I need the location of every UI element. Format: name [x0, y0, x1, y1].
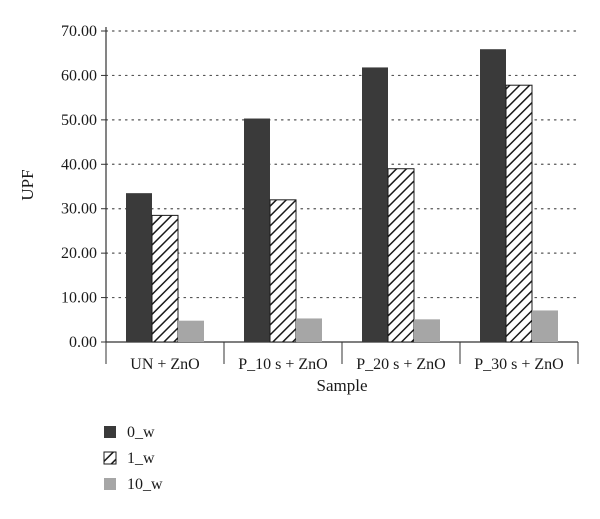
legend: 0_w 1_w 10_w: [103, 424, 163, 493]
y-tick-label: 30.00: [61, 201, 97, 218]
y-tick-label: 10.00: [61, 290, 97, 307]
y-tick-label: 20.00: [61, 245, 97, 262]
y-tick-label: 40.00: [61, 156, 97, 173]
bar-10_w-2: [296, 318, 322, 342]
bar-10_w-4: [532, 310, 558, 342]
bar-10_w-1: [178, 320, 204, 342]
gridlines: [105, 30, 579, 299]
x-axis-label: Sample: [317, 376, 368, 395]
y-axis-label: UPF: [18, 169, 37, 200]
bar-0_w-3: [362, 67, 388, 342]
bar-0_w-2: [244, 118, 270, 342]
legend-label-10_w: 10_w: [127, 476, 163, 493]
x-tick-label: UN + ZnO: [130, 356, 199, 373]
legend-swatch-10_w: [104, 478, 116, 490]
legend-swatch-1_w: [103, 451, 117, 465]
legend-swatch-0_w: [104, 426, 116, 438]
bar-0_w-1: [126, 193, 152, 342]
bar-1_w-2: [269, 199, 297, 343]
y-tick-label: 50.00: [61, 112, 97, 129]
x-tick-label: P_30 s + ZnO: [474, 356, 563, 373]
bar-1_w-4: [505, 84, 533, 343]
y-tick-label: 70.00: [61, 23, 97, 40]
x-tick-label: P_10 s + ZnO: [238, 356, 327, 373]
legend-label-0_w: 0_w: [127, 424, 155, 441]
legend-label-1_w: 1_w: [127, 450, 155, 467]
bar-0_w-4: [480, 49, 506, 343]
bar-1_w-3: [387, 168, 415, 343]
bar-10_w-3: [414, 319, 440, 342]
bars: [126, 49, 558, 343]
y-tick-label: 60.00: [61, 67, 97, 84]
y-tick-label: 0.00: [69, 334, 97, 351]
tick-labels: 0.00 10.00 20.00 30.00 40.00 50.00 60.00 70.00 U…: [61, 23, 564, 373]
bar-1_w-1: [151, 214, 179, 343]
x-tick-label: P_20 s + ZnO: [356, 356, 445, 373]
